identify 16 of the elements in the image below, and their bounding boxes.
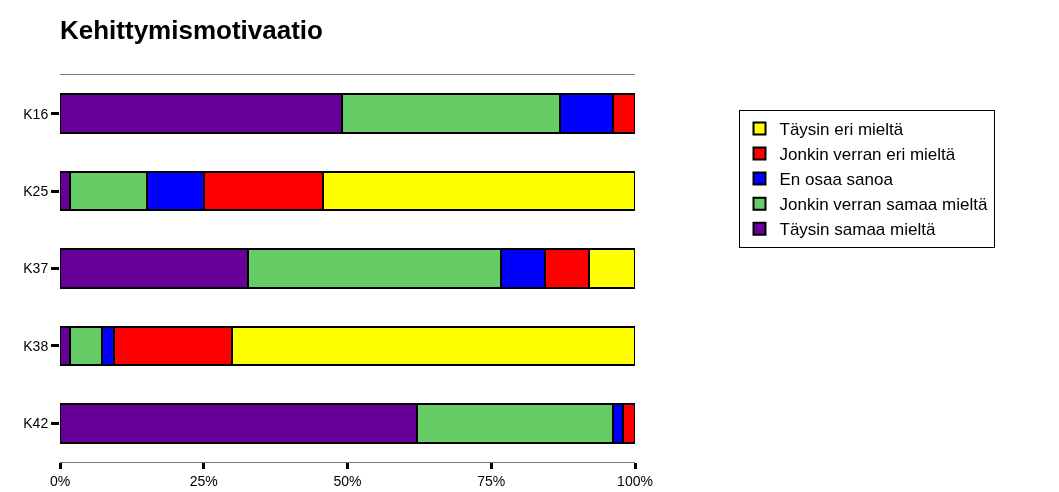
x-tick-label: 100% [617,472,653,489]
legend-label: En osaa sanoa [779,170,894,190]
x-tick-label: 75% [477,472,506,489]
y-tick-label: K25 [23,183,49,199]
y-tick-label: K37 [23,260,49,277]
chart-title: Kehittymismotivaatio [60,14,323,45]
x-tick-label: 0% [49,472,71,489]
legend-label: Jonkin verran eri mieltä [779,145,956,165]
legend-label: Täysin samaa mieltä [779,220,936,240]
legend-label: Täysin eri mieltä [779,120,904,140]
x-tick-label: 50% [333,472,362,489]
legend-label: Jonkin verran samaa mieltä [779,195,988,215]
x-tick-label: 25% [189,472,218,489]
y-tick-label: K38 [23,337,49,354]
y-tick-label: K16 [23,105,49,122]
y-tick-label: K42 [23,415,49,432]
